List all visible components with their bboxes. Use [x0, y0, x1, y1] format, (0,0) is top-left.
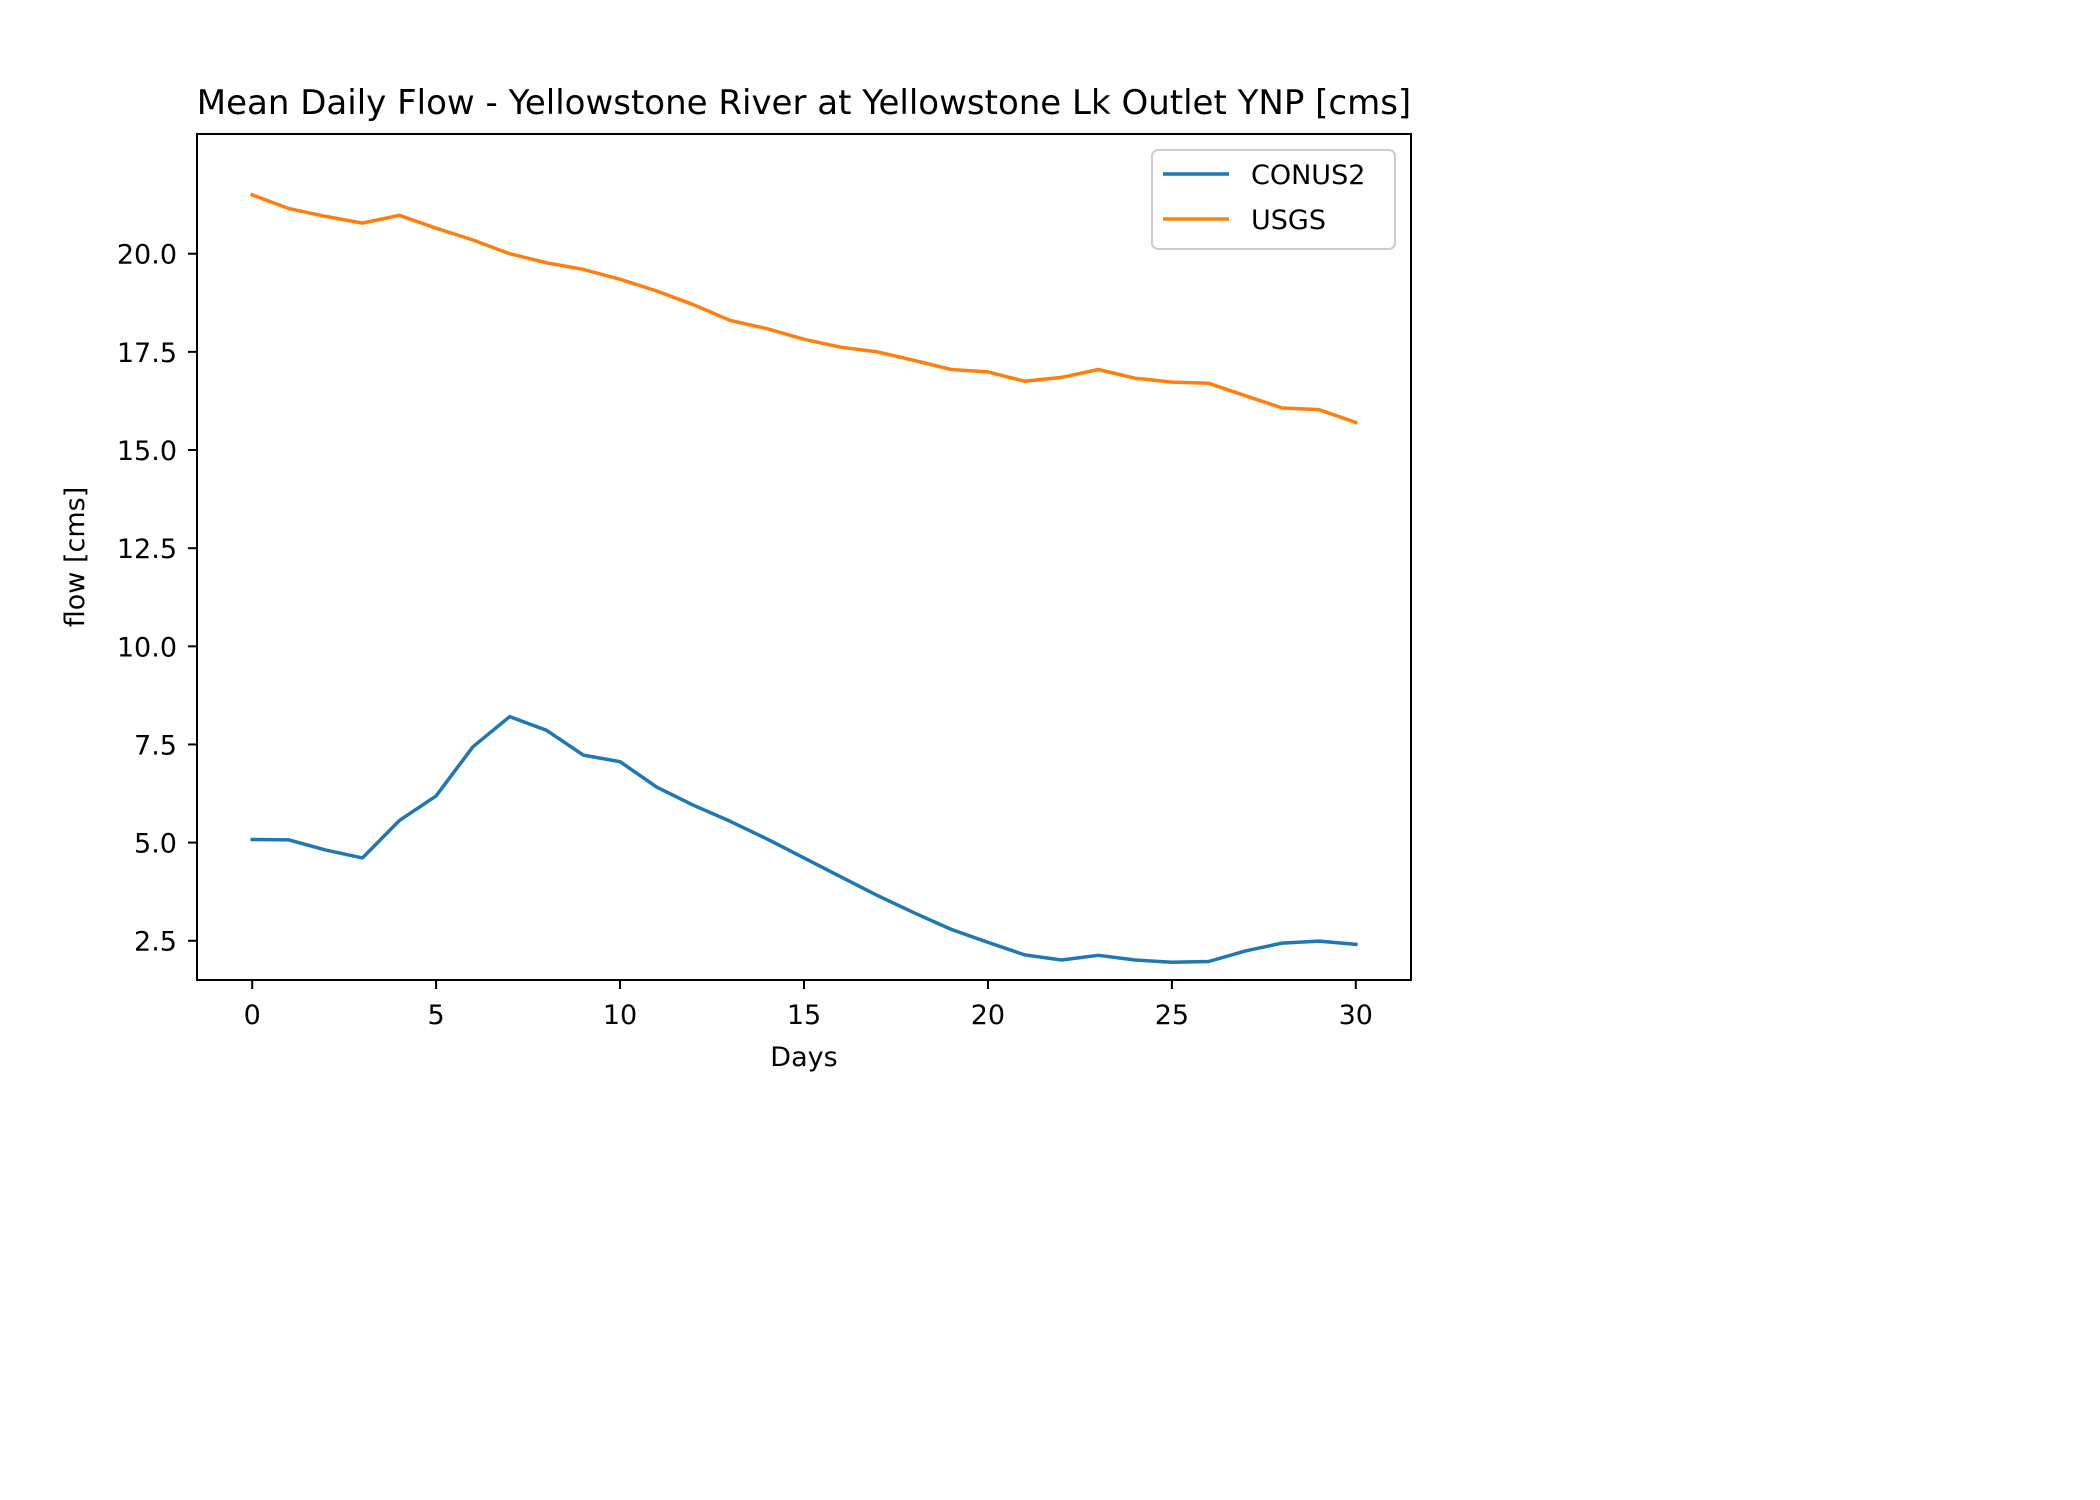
x-axis-label: Days — [770, 1042, 837, 1073]
x-tick-label: 15 — [787, 1000, 821, 1031]
series-line-usgs — [249, 192, 1359, 425]
y-tick-label: 7.5 — [134, 730, 177, 761]
x-tick-label: 5 — [428, 1000, 445, 1031]
x-tick-label: 25 — [1155, 1000, 1189, 1031]
x-tick-label: 0 — [244, 1000, 261, 1031]
legend: CONUS2 USGS — [1151, 149, 1396, 250]
x-tick-label: 30 — [1339, 1000, 1373, 1031]
legend-label-conus2: CONUS2 — [1251, 160, 1365, 191]
x-tick-label: 20 — [971, 1000, 1005, 1031]
y-tick-label: 17.5 — [117, 338, 177, 369]
series-layer — [249, 192, 1359, 965]
y-tick-label: 20.0 — [117, 240, 177, 271]
y-tick-label: 2.5 — [134, 927, 177, 958]
y-axis-ticks: 2.5 5.0 7.5 10.0 12.5 15.0 17.5 20.0 — [117, 240, 197, 958]
line-chart: Mean Daily Flow - Yellowstone River at Y… — [60, 83, 1412, 1073]
y-tick-label: 12.5 — [117, 534, 177, 565]
y-tick-label: 15.0 — [117, 436, 177, 467]
y-axis-label: flow [cms] — [60, 487, 91, 627]
plot-frame — [196, 133, 1412, 981]
chart-title: Mean Daily Flow - Yellowstone River at Y… — [197, 83, 1411, 123]
series-line-conus2 — [250, 714, 1358, 965]
y-tick-label: 10.0 — [117, 632, 177, 663]
x-tick-label: 10 — [603, 1000, 637, 1031]
legend-label-usgs: USGS — [1251, 205, 1326, 236]
y-tick-label: 5.0 — [134, 829, 177, 860]
x-axis-ticks: 0 5 10 15 20 25 30 — [244, 980, 1373, 1031]
